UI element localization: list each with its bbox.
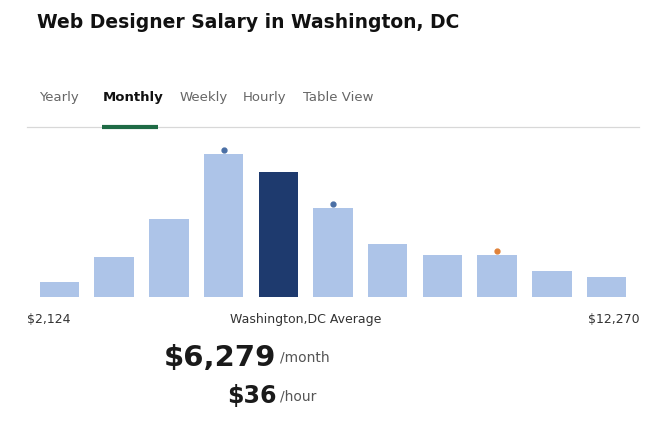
Text: /month: /month	[280, 351, 330, 365]
Text: Weekly: Weekly	[180, 91, 228, 104]
Bar	[40, 282, 79, 297]
Bar	[258, 172, 298, 297]
Text: Web Designer Salary in Washington, DC: Web Designer Salary in Washington, DC	[37, 13, 459, 32]
Text: Yearly: Yearly	[39, 91, 79, 104]
Bar	[368, 244, 408, 297]
Text: $2,124: $2,124	[27, 313, 70, 326]
Bar	[204, 154, 243, 297]
Text: $12,270: $12,270	[587, 313, 639, 326]
Text: Washington,DC Average: Washington,DC Average	[230, 313, 382, 326]
Bar	[478, 255, 517, 297]
Bar	[423, 255, 462, 297]
Text: /hour: /hour	[280, 390, 316, 404]
Bar	[149, 219, 188, 297]
Bar	[532, 271, 571, 297]
Text: $6,279: $6,279	[164, 344, 276, 372]
Bar	[313, 208, 353, 297]
Text: $36: $36	[227, 384, 276, 408]
Text: Monthly: Monthly	[103, 91, 164, 104]
Bar	[587, 277, 626, 297]
Text: Table View: Table View	[303, 91, 374, 104]
Text: Hourly: Hourly	[243, 91, 287, 104]
Bar	[95, 257, 134, 297]
